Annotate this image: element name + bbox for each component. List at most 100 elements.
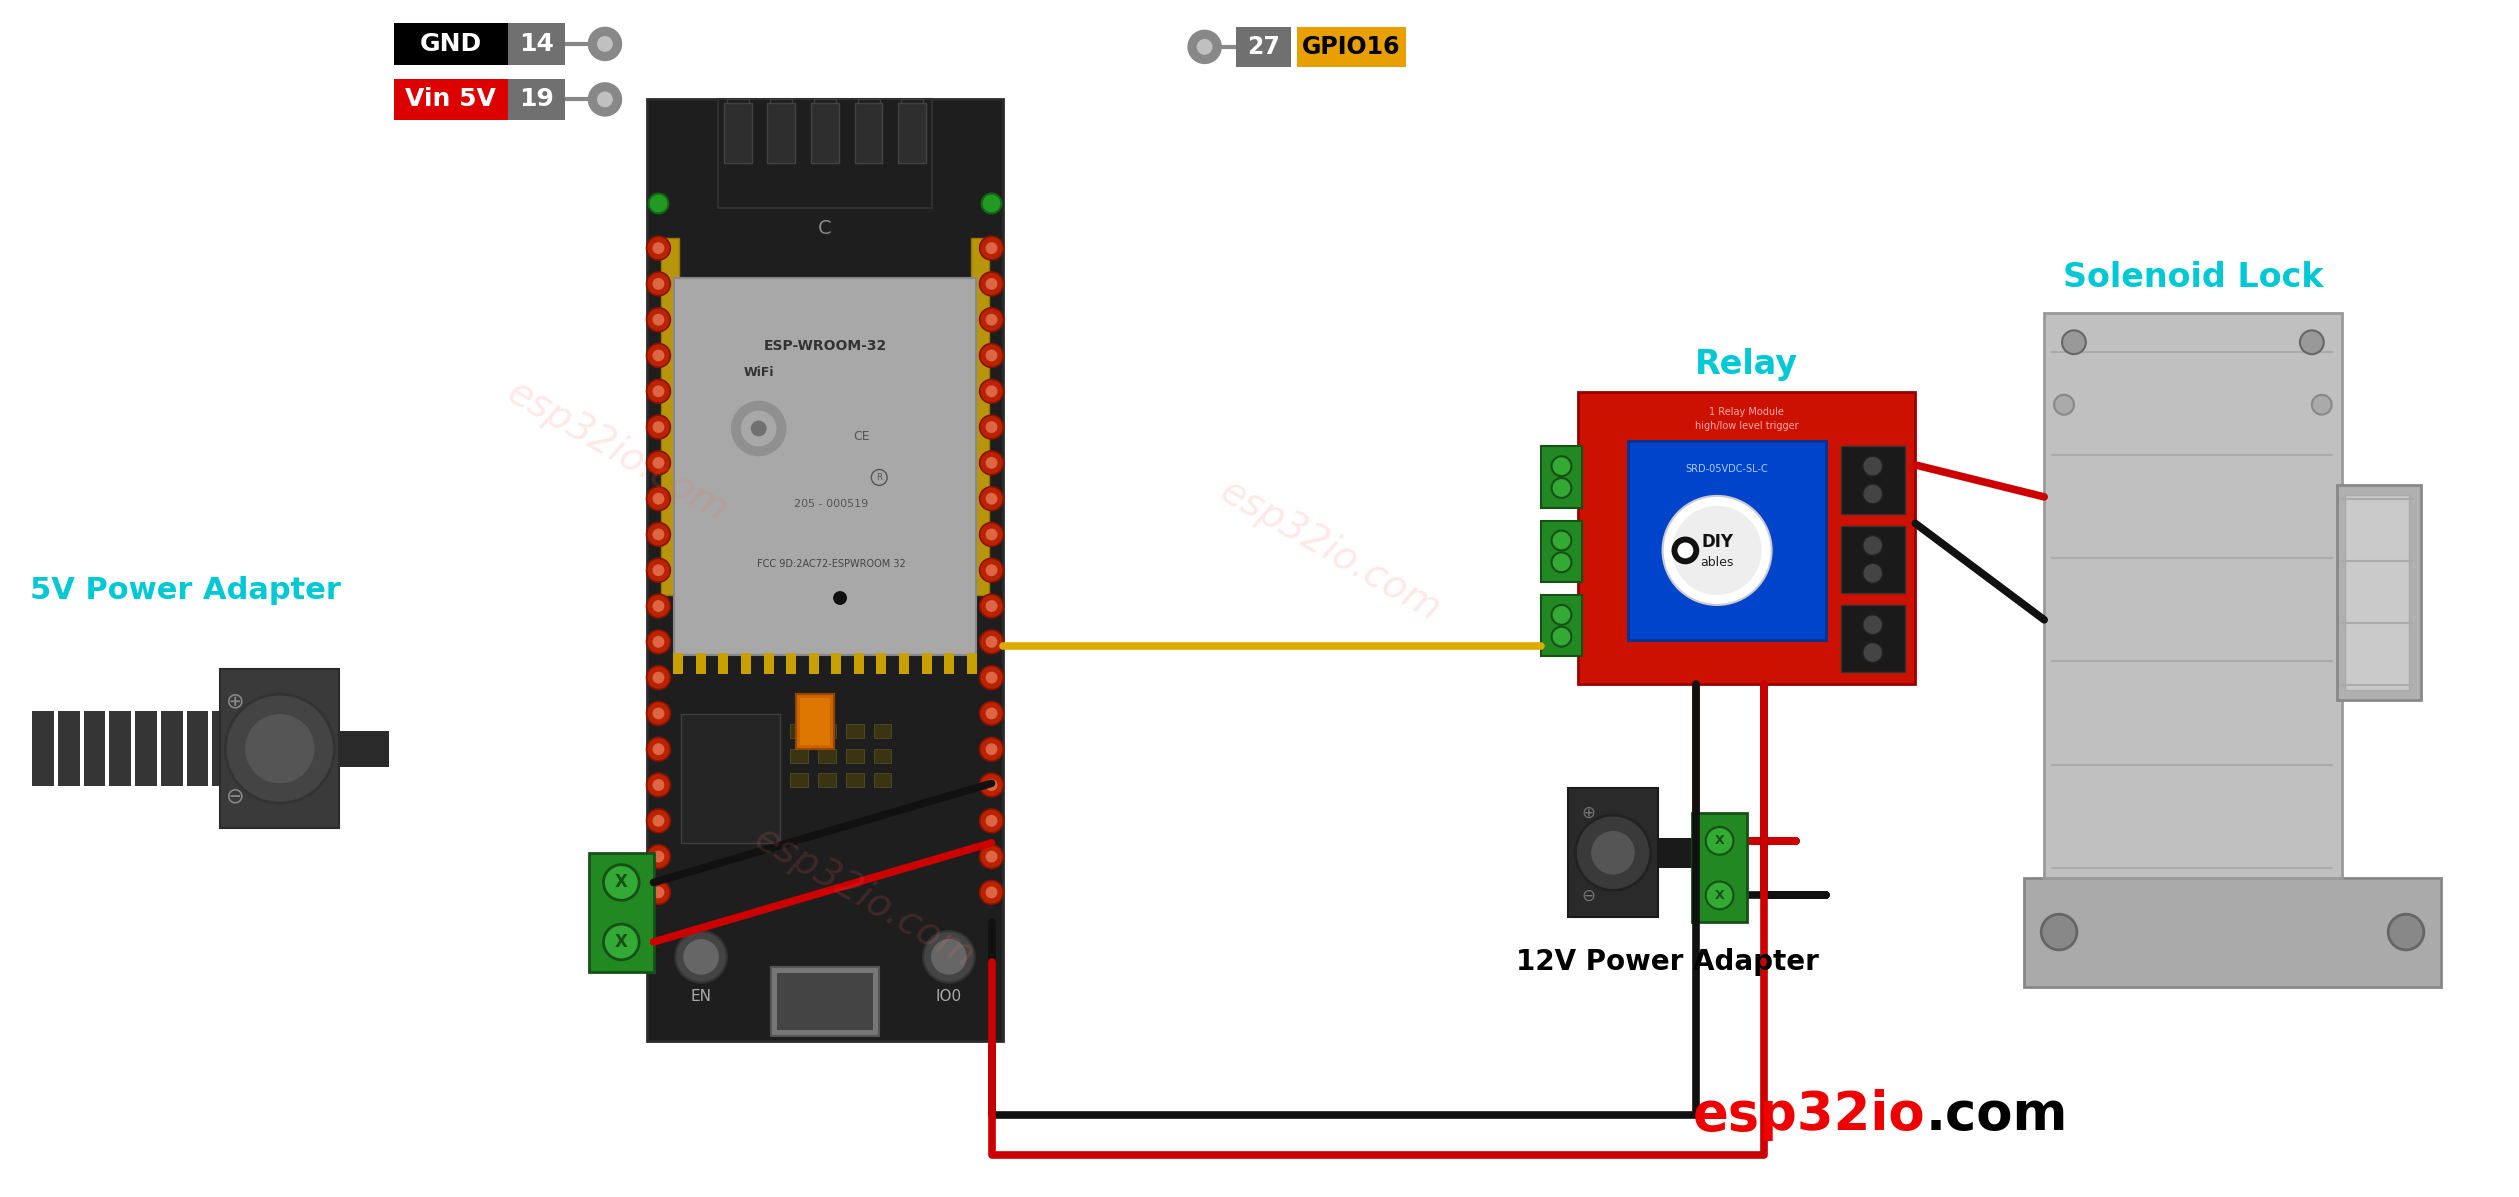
Circle shape [652,779,665,791]
Circle shape [985,350,998,361]
Circle shape [2388,915,2423,950]
Circle shape [980,308,1003,332]
Text: 12V Power Adapter: 12V Power Adapter [1516,948,1819,976]
Bar [846,773,864,788]
Bar [675,278,975,655]
Text: Vin 5V: Vin 5V [406,87,496,111]
Text: X: X [1715,834,1726,847]
Circle shape [932,938,967,974]
Circle shape [647,630,670,654]
Bar [899,103,927,163]
Circle shape [652,815,665,827]
Bar [791,724,809,737]
Bar [509,79,564,120]
Circle shape [244,713,315,783]
Text: ESP-WROOM-32: ESP-WROOM-32 [763,339,887,353]
Text: 27: 27 [1247,35,1280,59]
Circle shape [985,851,998,863]
Bar [509,23,564,65]
Circle shape [647,194,668,213]
Bar [161,711,184,786]
Circle shape [652,421,665,433]
Circle shape [1552,478,1572,498]
Circle shape [1552,530,1572,551]
Bar [856,99,879,120]
Circle shape [1678,542,1693,558]
Circle shape [1189,31,1222,62]
Circle shape [652,887,665,898]
Circle shape [2063,330,2086,354]
Text: ⊕: ⊕ [227,691,244,711]
Bar [1841,604,1904,673]
Bar [778,973,872,1031]
Circle shape [980,773,1003,797]
Circle shape [980,737,1003,761]
Circle shape [985,887,998,898]
Circle shape [652,636,665,648]
Bar [1658,838,1693,868]
Text: FCC 9D:2AC72-ESPWROOM 32: FCC 9D:2AC72-ESPWROOM 32 [756,559,904,569]
Text: GPIO16: GPIO16 [1302,35,1401,59]
Text: ⊕: ⊕ [1582,804,1595,822]
Text: 205 - 000519: 205 - 000519 [793,499,869,509]
Circle shape [1864,484,1882,504]
Circle shape [1673,536,1700,564]
Circle shape [647,881,670,904]
Circle shape [980,630,1003,654]
Circle shape [922,931,975,983]
Circle shape [985,278,998,290]
Bar [796,694,834,748]
Text: ⊖: ⊖ [1582,886,1595,905]
Circle shape [980,881,1003,904]
Circle shape [980,809,1003,833]
Circle shape [1552,456,1572,476]
Bar [874,748,892,762]
Circle shape [985,385,998,397]
Circle shape [647,272,670,296]
Bar [1841,525,1904,593]
Circle shape [647,379,670,403]
Circle shape [2312,395,2333,414]
Circle shape [652,242,665,254]
Bar [831,652,841,674]
Text: esp32io.com: esp32io.com [499,372,733,530]
Circle shape [605,864,640,900]
Circle shape [683,938,718,974]
Circle shape [647,809,670,833]
Bar [2338,485,2421,700]
Text: X: X [1715,889,1726,901]
Text: R: R [877,473,882,482]
Bar [811,103,839,163]
Bar [786,652,796,674]
Bar [771,99,793,120]
Bar [902,99,922,120]
Bar [662,238,680,595]
Bar [673,652,683,674]
Circle shape [652,707,665,719]
Bar [791,748,809,762]
Circle shape [985,815,998,827]
Bar [393,79,509,120]
Circle shape [652,564,665,576]
Bar [718,99,932,208]
Circle shape [1552,552,1572,572]
Bar [768,103,796,163]
Circle shape [980,487,1003,511]
Bar [1542,446,1582,508]
Circle shape [1705,881,1733,910]
Circle shape [985,779,998,791]
Text: SRD-05VDC-SL-C: SRD-05VDC-SL-C [1685,464,1768,474]
Bar [83,711,106,786]
Bar [393,23,509,65]
Circle shape [2053,395,2073,414]
Circle shape [1552,627,1572,646]
Bar [814,99,836,120]
Circle shape [675,931,728,983]
Text: esp32io.com: esp32io.com [1214,472,1448,628]
Circle shape [980,236,1003,260]
Bar [136,711,156,786]
Circle shape [652,851,665,863]
Circle shape [647,594,670,618]
Bar [33,711,53,786]
Text: 1 Relay Module: 1 Relay Module [1710,407,1783,417]
